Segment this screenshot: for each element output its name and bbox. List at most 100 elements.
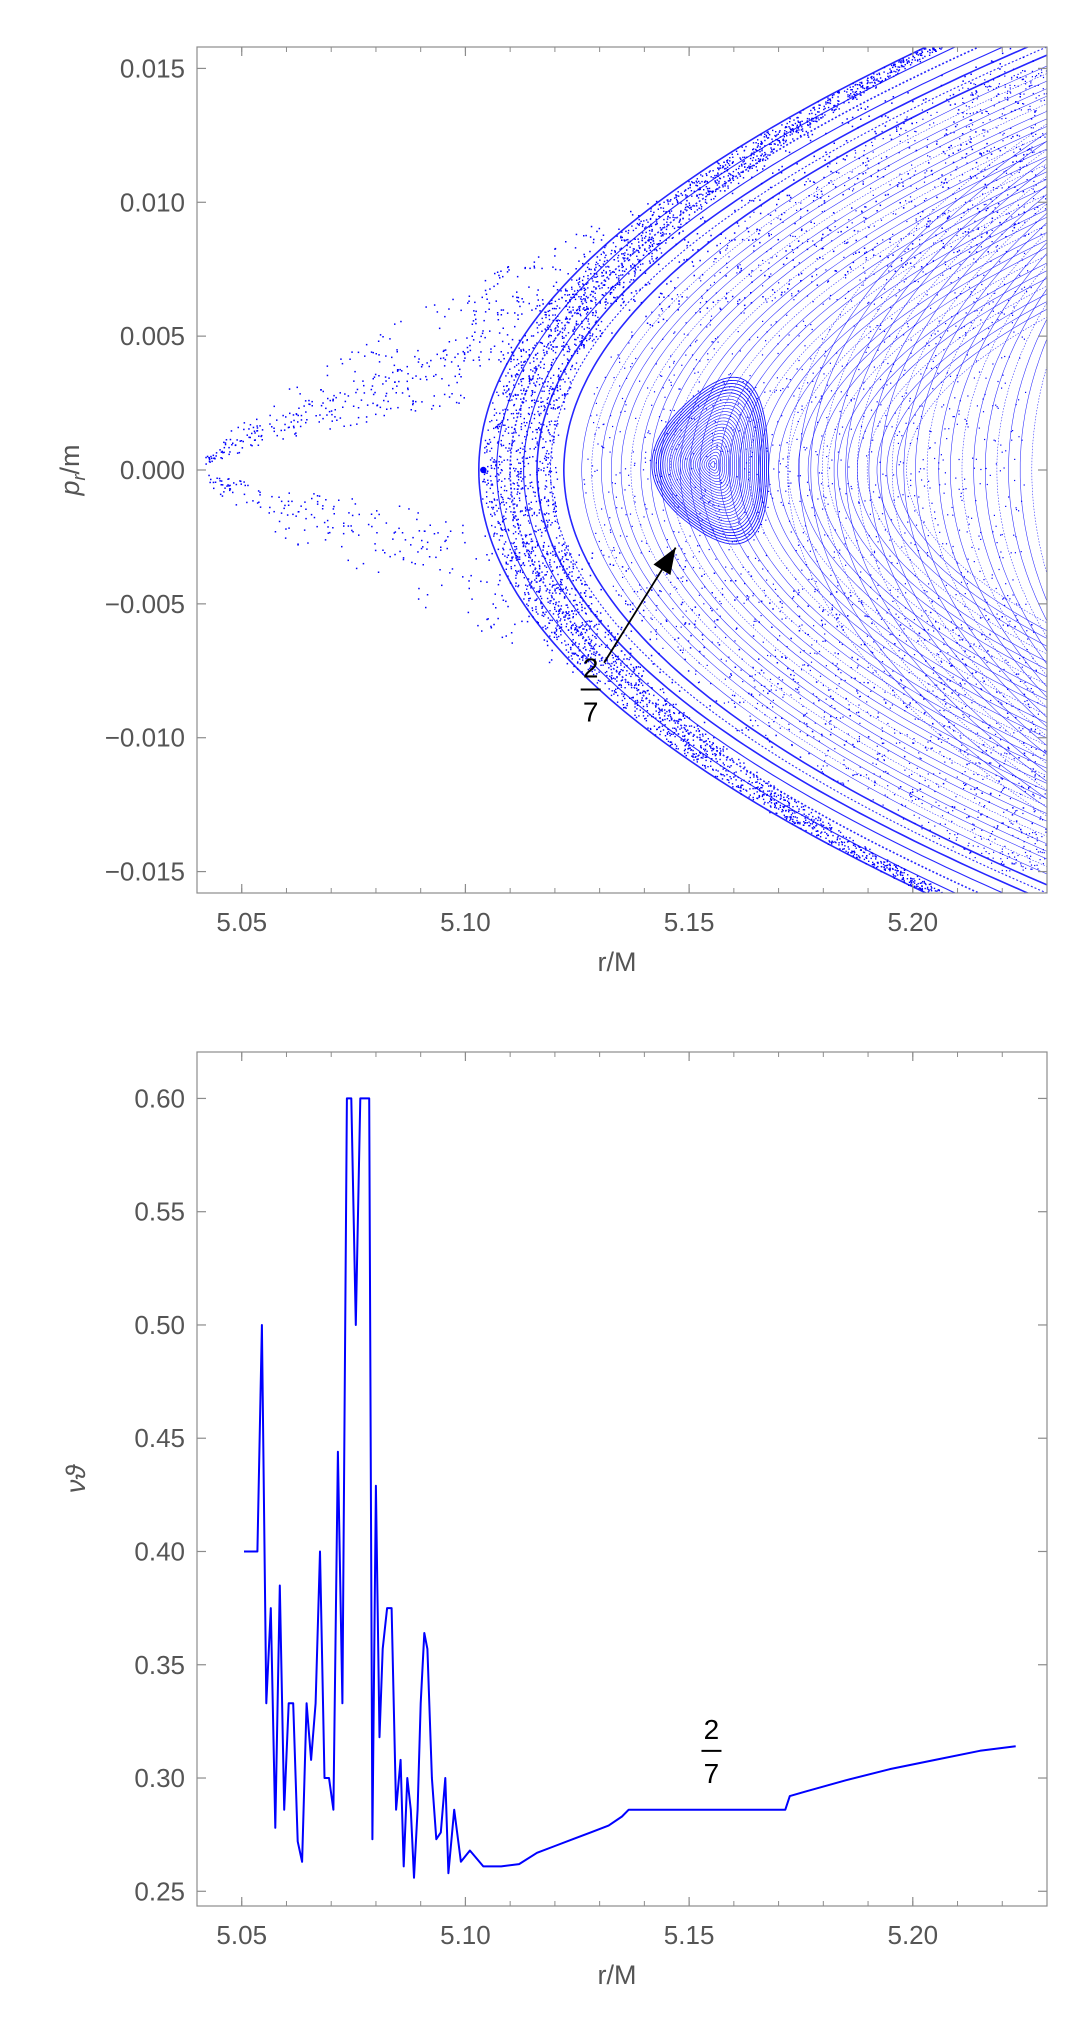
- chaotic-point: [675, 729, 676, 730]
- chaotic-point: [817, 284, 819, 286]
- chaotic-point: [493, 286, 495, 288]
- chaotic-point: [570, 649, 571, 650]
- chaotic-point: [780, 799, 781, 800]
- chaotic-point: [208, 475, 210, 477]
- chaotic-point: [605, 683, 606, 684]
- chaotic-point: [409, 395, 411, 397]
- chaotic-point: [597, 276, 598, 277]
- chaotic-point: [348, 512, 350, 514]
- chaotic-point: [638, 666, 639, 667]
- chaotic-point: [697, 209, 698, 210]
- chaotic-point: [662, 232, 663, 233]
- chaotic-point: [548, 336, 550, 338]
- chaotic-point: [237, 452, 239, 454]
- chaotic-point: [599, 265, 600, 266]
- chaotic-point: [538, 374, 539, 375]
- chaotic-point: [521, 426, 522, 427]
- chaotic-point: [594, 276, 595, 277]
- chaotic-point: [846, 155, 848, 157]
- chaotic-point: [455, 339, 457, 341]
- chaotic-point: [641, 240, 642, 241]
- chaotic-point: [741, 200, 743, 202]
- chaotic-point: [213, 482, 215, 484]
- chaotic-point: [847, 227, 849, 229]
- chaotic-point: [522, 364, 523, 365]
- chaotic-point: [559, 566, 560, 567]
- chaotic-point: [772, 130, 773, 131]
- chaotic-point: [564, 553, 565, 554]
- chaotic-point: [327, 375, 329, 377]
- chaotic-point: [917, 640, 919, 642]
- chaotic-point: [262, 429, 264, 431]
- chaotic-point: [559, 610, 560, 611]
- chaotic-point: [560, 379, 561, 380]
- chaotic-point: [511, 568, 512, 569]
- chaotic-point: [530, 427, 531, 428]
- chaotic-point: [576, 323, 577, 324]
- chaotic-point: [794, 223, 796, 225]
- chaotic-point: [520, 511, 521, 512]
- chaotic-point: [540, 367, 541, 368]
- chaotic-point: [591, 640, 592, 641]
- chaotic-point: [541, 331, 543, 333]
- chaotic-point: [851, 207, 853, 209]
- chaotic-point: [452, 299, 454, 301]
- chaotic-point: [539, 586, 540, 587]
- chaotic-point: [927, 51, 928, 52]
- chaotic-point: [527, 543, 528, 544]
- chaotic-point: [748, 729, 750, 731]
- chaotic-point: [922, 52, 923, 53]
- chaotic-point: [712, 754, 713, 755]
- chaotic-point: [592, 553, 594, 555]
- chaotic-point: [572, 294, 573, 295]
- chaotic-point: [549, 319, 550, 320]
- chaotic-point: [718, 169, 719, 170]
- chaotic-point: [501, 487, 502, 488]
- chaotic-point: [558, 601, 559, 602]
- chaotic-point: [715, 196, 716, 197]
- chaotic-point: [511, 558, 512, 559]
- chaotic-point: [533, 491, 534, 492]
- chaotic-point: [566, 559, 567, 560]
- chaotic-point: [681, 296, 683, 298]
- chaotic-point: [565, 290, 567, 292]
- chaotic-point: [520, 468, 521, 469]
- chaotic-point: [724, 183, 725, 184]
- chaotic-point: [532, 392, 533, 393]
- chaotic-point: [531, 395, 532, 396]
- chaotic-point: [523, 350, 524, 351]
- chaotic-point: [595, 277, 596, 278]
- chaotic-point: [962, 80, 964, 82]
- chaotic-point: [1031, 624, 1033, 626]
- chaotic-point: [697, 755, 698, 756]
- chaotic-point: [972, 149, 974, 151]
- chaotic-point: [561, 624, 562, 625]
- chaotic-point: [391, 357, 393, 359]
- chaotic-point: [556, 588, 557, 589]
- chaotic-point: [499, 464, 500, 465]
- chaotic-point: [643, 220, 644, 221]
- chaotic-point: [573, 580, 574, 581]
- chaotic-point: [801, 126, 802, 127]
- chaotic-point: [493, 603, 495, 605]
- chaotic-point: [547, 467, 548, 468]
- chaotic-point: [303, 405, 305, 407]
- chaotic-point: [656, 221, 657, 222]
- chaotic-point: [623, 282, 624, 283]
- chaotic-point: [921, 266, 923, 268]
- chaotic-point: [788, 283, 790, 285]
- chaotic-point: [511, 552, 512, 553]
- chaotic-point: [970, 74, 972, 76]
- chaotic-point: [620, 664, 621, 665]
- chaotic-point: [696, 195, 697, 196]
- chaotic-point: [663, 319, 665, 321]
- chaotic-point: [657, 244, 658, 245]
- chaotic-point: [928, 889, 929, 890]
- chaotic-point: [676, 199, 677, 200]
- chaotic-point: [970, 82, 972, 84]
- chaotic-point: [720, 190, 721, 191]
- chaotic-point: [889, 68, 890, 69]
- chaotic-point: [473, 310, 475, 312]
- chaotic-point: [484, 452, 485, 453]
- chaotic-point: [539, 588, 540, 589]
